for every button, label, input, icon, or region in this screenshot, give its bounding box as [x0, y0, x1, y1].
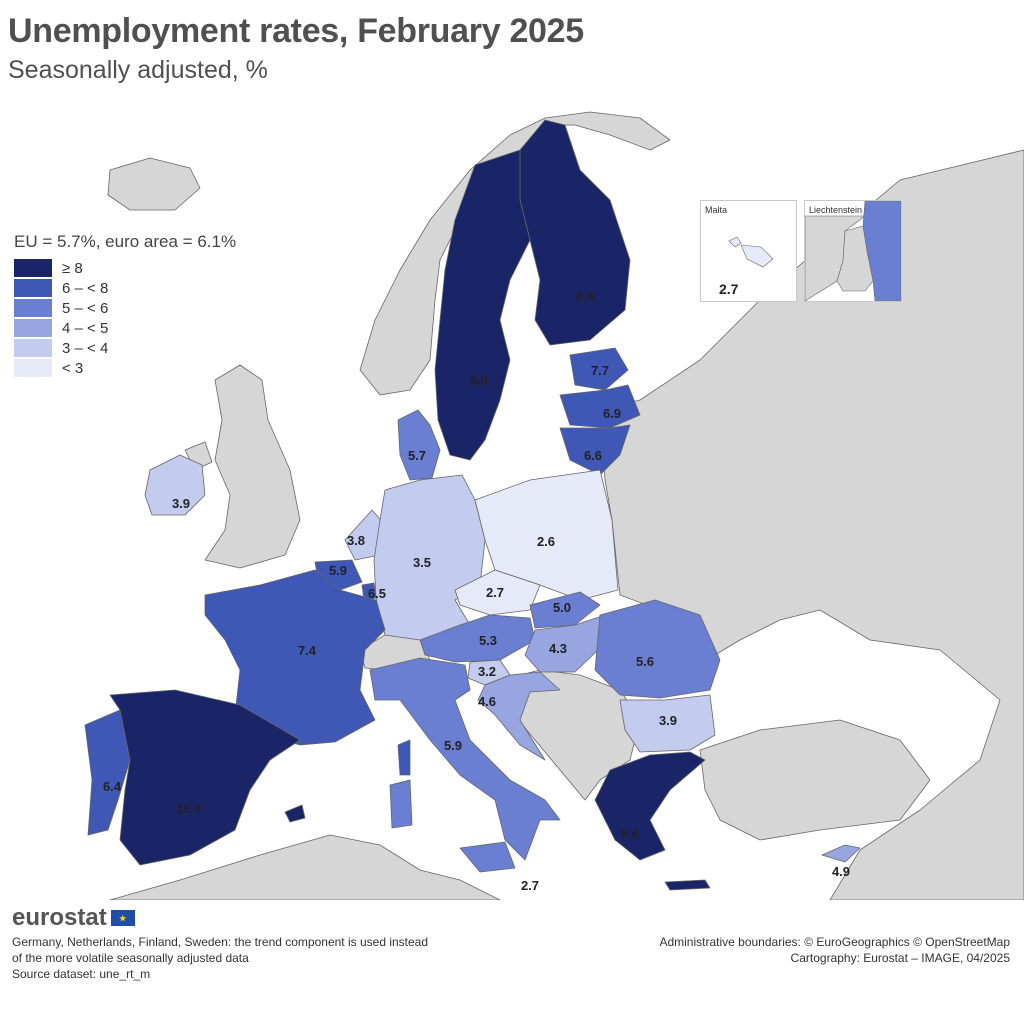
label-greece: 8.6: [621, 826, 639, 841]
iceland-shape: [107, 157, 201, 211]
latvia-shape: [559, 384, 641, 429]
croatia-shape: [477, 671, 561, 761]
label-slovenia: 3.2: [478, 664, 496, 679]
legend-swatch: [14, 299, 52, 317]
label-malta-south: 2.7: [521, 878, 539, 893]
europe-map: 10.4 9.0 8.8 8.6 7.7 7.4 6.9 6.6 6.5 6.4…: [84, 111, 1024, 900]
france-shape: [204, 569, 386, 746]
malta-inset-title: Malta: [705, 205, 728, 215]
legend-item: ≥ 8: [14, 258, 236, 278]
legend-item: < 3: [14, 358, 236, 378]
liechtenstein-inset-title: Liechtenstein: [809, 205, 863, 215]
label-spain: 10.4: [176, 801, 202, 816]
label-luxembourg: 6.5: [368, 586, 386, 601]
label-cyprus: 4.9: [832, 864, 850, 879]
norway-shape: [359, 111, 671, 396]
eurostat-logo-text: eurostat: [12, 904, 107, 931]
map-legend: EU = 5.7%, euro area = 6.1% ≥ 8 6 – < 8 …: [14, 232, 236, 378]
bulgaria-shape: [619, 694, 716, 753]
label-ireland: 3.9: [172, 496, 190, 511]
north-africa-shape: [109, 834, 501, 900]
sweden-shape: [434, 149, 531, 461]
malta-value: 2.7: [719, 281, 739, 297]
hungary-shape: [524, 614, 606, 673]
malta-shape: [728, 236, 774, 268]
footer-note: Germany, Netherlands, Finland, Sweden: t…: [12, 934, 532, 982]
footer-note-line1: Germany, Netherlands, Finland, Sweden: t…: [12, 935, 429, 949]
label-poland: 2.6: [537, 534, 555, 549]
greece-shape: [594, 751, 706, 861]
malta-inset: Malta 2.7: [700, 200, 797, 302]
label-finland: 8.8: [576, 289, 594, 304]
label-bulgaria: 3.9: [659, 713, 677, 728]
label-sweden: 9.0: [470, 373, 488, 388]
legend-item: 6 – < 8: [14, 278, 236, 298]
sardinia-shape: [389, 779, 413, 829]
legend-swatch: [14, 359, 52, 377]
legend-swatch: [14, 319, 52, 337]
legend-label: 3 – < 4: [62, 339, 109, 357]
estonia-shape: [569, 347, 629, 391]
legend-heading: EU = 5.7%, euro area = 6.1%: [14, 232, 237, 251]
label-estonia: 7.7: [591, 363, 609, 378]
footer-note-line2: of the more volatile seasonally adjusted…: [12, 951, 249, 965]
label-belgium: 5.9: [329, 563, 347, 578]
label-romania: 5.6: [636, 654, 654, 669]
label-austria: 5.3: [479, 633, 497, 648]
cyprus-shape: [821, 844, 861, 863]
label-czechia: 2.7: [486, 585, 504, 600]
label-latvia: 6.9: [603, 406, 621, 421]
footer-source: Source dataset: une_rt_m: [12, 967, 151, 981]
legend-item: 5 – < 6: [14, 298, 236, 318]
crete-shape: [664, 879, 711, 891]
map-subtitle: Seasonally adjusted, %: [8, 56, 268, 84]
legend-item: 4 – < 5: [14, 318, 236, 338]
label-italy: 5.9: [444, 738, 462, 753]
spain-shape: [109, 689, 301, 866]
liechtenstein-inset: Liechtenstein: [804, 200, 902, 302]
label-lithuania: 6.6: [584, 448, 602, 463]
lithuania-shape: [559, 424, 631, 476]
legend-label: 4 – < 5: [62, 319, 109, 337]
footer-credit-line1: Administrative boundaries: © EuroGeograp…: [659, 935, 1010, 949]
label-hungary: 4.3: [549, 641, 567, 656]
romania-shape: [594, 599, 721, 699]
italy-shape: [369, 657, 561, 861]
poland-shape: [474, 469, 619, 601]
footer-credit: Administrative boundaries: © EuroGeograp…: [659, 934, 1010, 966]
label-slovakia: 5.0: [553, 600, 571, 615]
balearic-shape: [284, 804, 306, 823]
finland-shape: [519, 119, 631, 346]
eu-flag-icon: ★: [110, 910, 135, 926]
label-croatia: 4.6: [478, 694, 496, 709]
legend-swatch: [14, 279, 52, 297]
legend-swatch: [14, 339, 52, 357]
label-portugal: 6.4: [103, 779, 122, 794]
legend-label: 5 – < 6: [62, 299, 109, 317]
legend-label: 6 – < 8: [62, 279, 109, 297]
legend-label: < 3: [62, 359, 84, 377]
map-title: Unemployment rates, February 2025: [8, 12, 584, 50]
czechia-shape: [454, 569, 541, 616]
liechtenstein-shape: [805, 201, 901, 301]
legend-swatch: [14, 259, 52, 277]
label-denmark: 5.7: [408, 448, 426, 463]
great-britain-shape: [204, 364, 301, 569]
legend-label: ≥ 8: [62, 259, 83, 277]
ireland-shape: [144, 454, 206, 516]
denmark-shape: [397, 409, 441, 481]
label-germany: 3.5: [413, 555, 431, 570]
legend-item: 3 – < 4: [14, 338, 236, 358]
footer-credit-line2: Cartography: Eurostat – IMAGE, 04/2025: [790, 951, 1010, 965]
label-netherlands: 3.8: [347, 533, 365, 548]
sicily-shape: [459, 841, 516, 873]
slovakia-shape: [529, 591, 601, 629]
label-france: 7.4: [298, 643, 317, 658]
eurostat-logo: eurostat ★: [12, 904, 135, 932]
corsica-shape: [397, 739, 411, 776]
turkey-shape: [699, 719, 931, 841]
